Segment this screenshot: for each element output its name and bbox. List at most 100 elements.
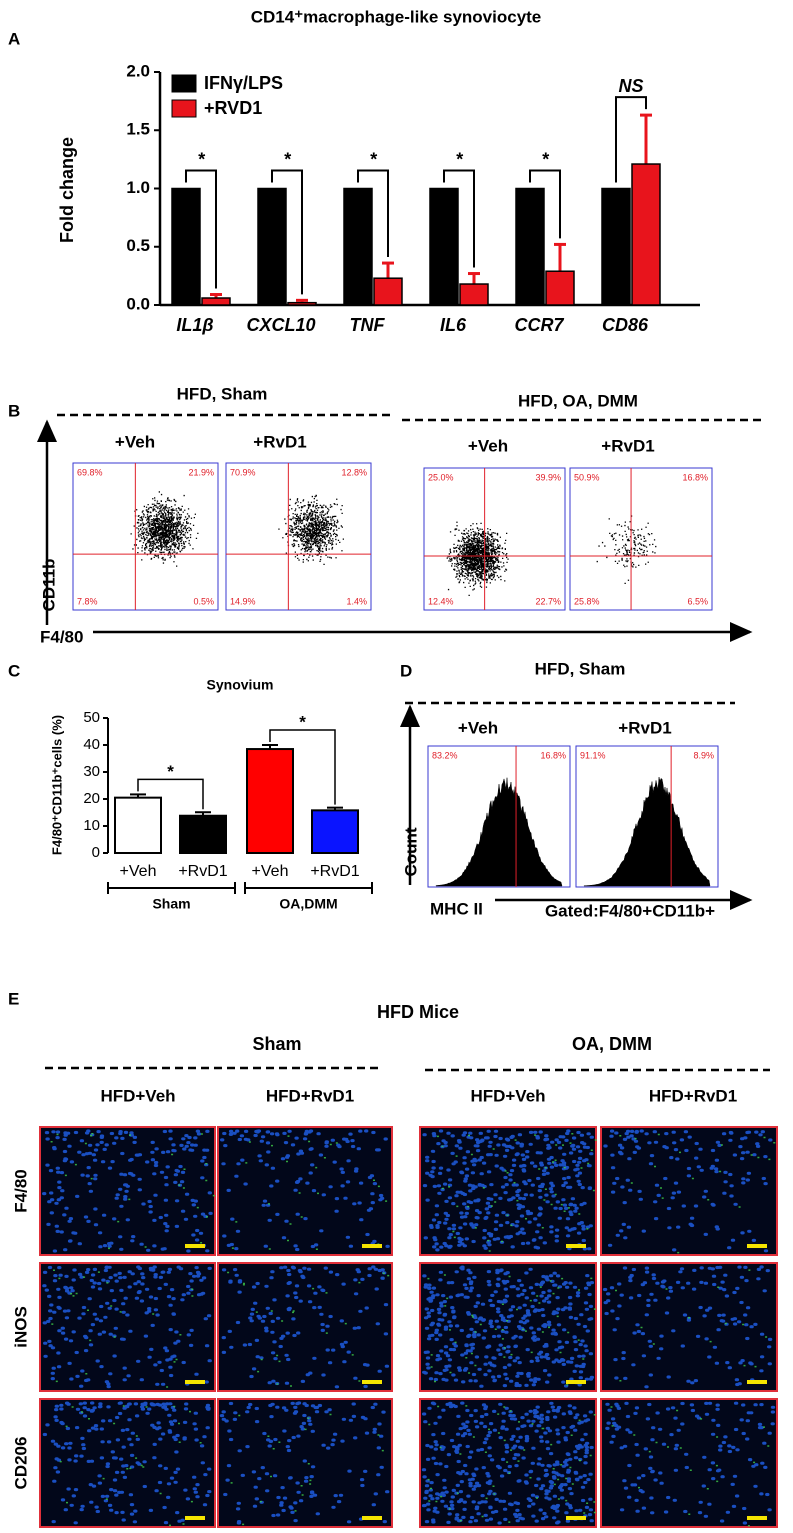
- bar: [601, 187, 631, 306]
- x-tick-label: IL1β: [176, 315, 213, 335]
- x-tick-label: IL6: [440, 315, 467, 335]
- quadrant-label: 69.8%: [77, 467, 103, 477]
- group-label: HFD, Sham: [177, 384, 268, 403]
- plot-frame: [72, 462, 219, 611]
- quadrant-label: 12.4%: [428, 596, 454, 606]
- micrograph: [217, 1262, 393, 1392]
- panel-label: C: [8, 661, 20, 680]
- significance-label: *: [197, 149, 205, 169]
- axis-label: MHC II: [430, 899, 483, 918]
- significance-label: *: [541, 149, 549, 169]
- bar: [343, 187, 373, 306]
- significance-bracket: [185, 169, 217, 289]
- y-axis-label: F4/80⁺CD11b⁺cells (%): [49, 715, 64, 855]
- bar: [311, 809, 359, 855]
- y-tick-label: 50: [83, 709, 100, 726]
- group-label: Sham: [252, 1034, 301, 1054]
- quadrant-label: 39.9%: [535, 472, 561, 482]
- significance-bracket: [269, 729, 336, 805]
- bar: [257, 187, 287, 306]
- micrograph: [39, 1398, 216, 1528]
- legend-swatch: [171, 74, 197, 93]
- significance-bracket: [271, 169, 303, 295]
- significance-bracket: [443, 169, 475, 268]
- group-bracket: [107, 882, 236, 894]
- significance-bracket: [615, 96, 647, 183]
- quadrant-label: 50.9%: [574, 472, 600, 482]
- scale-bar: [747, 1380, 767, 1384]
- bar: [179, 814, 227, 854]
- group-label: Sham: [152, 896, 190, 912]
- x-tick-label: CCR7: [514, 315, 564, 335]
- micrograph: [217, 1126, 393, 1256]
- histogram: [435, 777, 563, 887]
- region-label: 91.1%: [580, 750, 606, 760]
- bar: [545, 270, 575, 306]
- group-bracket: [244, 882, 373, 894]
- quadrant-label: 12.8%: [341, 467, 367, 477]
- significance-label: *: [369, 149, 377, 169]
- scale-bar: [362, 1244, 382, 1248]
- plot-label: +RvD1: [618, 718, 671, 737]
- quadrant-label: 0.5%: [193, 596, 214, 606]
- bar: [246, 748, 294, 854]
- scatter-dots: [130, 491, 199, 567]
- y-tick-label: 2.0: [126, 61, 150, 80]
- significance-bracket: [357, 169, 389, 258]
- scale-bar: [566, 1380, 586, 1384]
- quadrant-label: 7.8%: [77, 596, 98, 606]
- column-label: HFD+RvD1: [649, 1086, 737, 1105]
- figure-title: CD14⁺macrophage-like synoviocyte: [251, 7, 542, 26]
- significance-label: *: [283, 149, 291, 169]
- y-tick-label: 30: [83, 763, 100, 780]
- scatter-dots: [278, 494, 344, 565]
- y-tick-label: 0: [92, 844, 100, 861]
- scale-bar: [566, 1244, 586, 1248]
- bar: [515, 187, 545, 306]
- significance-bracket: [529, 169, 561, 239]
- column-label: HFD+RvD1: [266, 1086, 354, 1105]
- x-tick-label: CXCL10: [246, 315, 315, 335]
- significance-label: *: [299, 712, 306, 731]
- scale-bar: [362, 1380, 382, 1384]
- significance-label: *: [455, 149, 463, 169]
- panel-title: HFD Mice: [377, 1002, 459, 1022]
- axis-label: F4/80: [40, 627, 83, 646]
- scale-bar: [185, 1380, 205, 1384]
- legend-label: +RVD1: [204, 98, 262, 118]
- column-label: HFD+Veh: [100, 1086, 175, 1105]
- plot-label: +RvD1: [253, 432, 306, 451]
- scale-bar: [566, 1516, 586, 1520]
- micrograph: [600, 1398, 778, 1528]
- panel-label: D: [400, 661, 412, 680]
- row-label: F4/80: [11, 1169, 30, 1212]
- region-label: 16.8%: [540, 750, 566, 760]
- region-label: 83.2%: [432, 750, 458, 760]
- y-tick-label: 0.0: [126, 294, 150, 313]
- scale-bar: [185, 1516, 205, 1520]
- quadrant-label: 70.9%: [230, 467, 256, 477]
- legend-swatch: [171, 99, 197, 118]
- quadrant-label: 14.9%: [230, 596, 256, 606]
- bar: [114, 796, 162, 855]
- y-axis-label: Fold change: [57, 137, 77, 243]
- group-label: OA,DMM: [279, 896, 337, 912]
- nuclei: [220, 1129, 390, 1252]
- scale-bar: [747, 1516, 767, 1520]
- y-tick-label: 10: [83, 817, 100, 834]
- micrograph: [217, 1398, 393, 1528]
- quadrant-label: 16.8%: [682, 472, 708, 482]
- x-tick-label: +Veh: [120, 863, 157, 880]
- bar: [373, 277, 403, 306]
- bar: [171, 187, 201, 306]
- y-tick-label: 1.5: [126, 120, 150, 139]
- nuclei: [603, 1129, 773, 1253]
- scale-bar: [747, 1244, 767, 1248]
- micrograph: [39, 1262, 216, 1392]
- x-tick-label: CD86: [602, 315, 649, 335]
- bar: [459, 283, 489, 306]
- column-label: HFD+Veh: [470, 1086, 545, 1105]
- y-tick-label: 0.5: [126, 236, 150, 255]
- scale-bar: [185, 1244, 205, 1248]
